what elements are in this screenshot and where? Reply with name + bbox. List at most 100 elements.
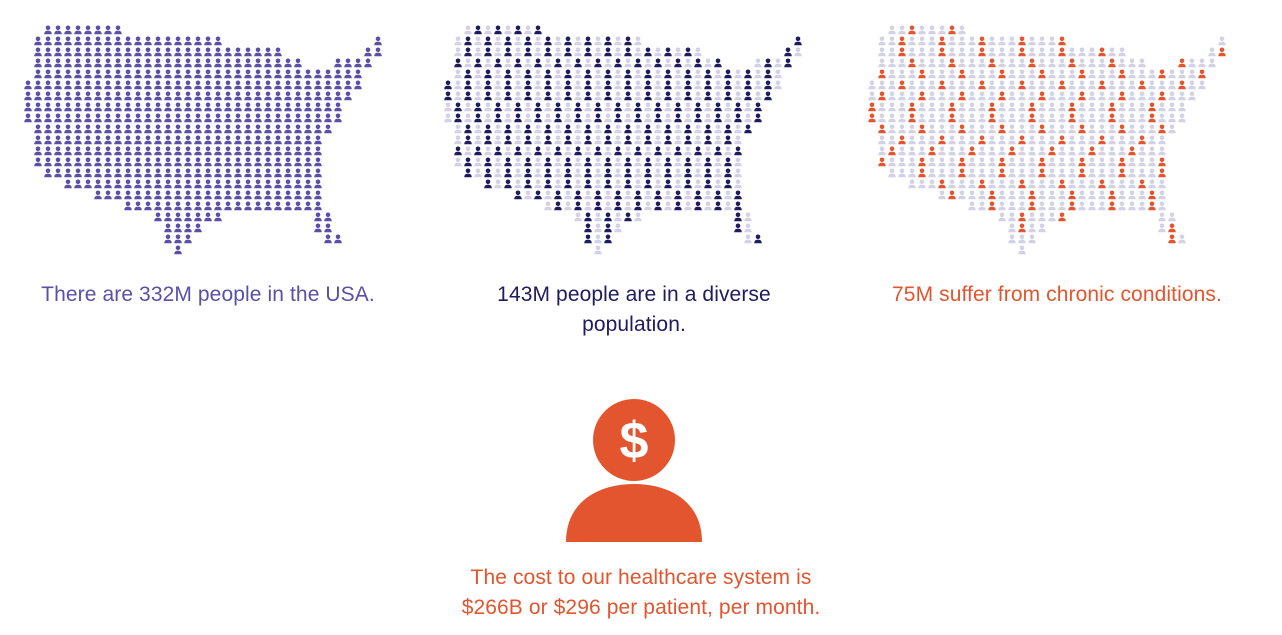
person-icon-highlighted	[94, 179, 102, 189]
person-icon-highlighted	[64, 146, 72, 156]
person-icon-highlighted	[594, 190, 602, 200]
person-icon	[494, 135, 502, 145]
person-icon	[1198, 58, 1206, 68]
person-icon-highlighted	[1058, 212, 1066, 222]
person-icon-highlighted	[604, 135, 612, 145]
person-icon	[464, 25, 472, 35]
person-icon-highlighted	[64, 69, 72, 79]
person-icon-highlighted	[644, 168, 652, 178]
person-icon	[494, 168, 502, 178]
person-icon-highlighted	[574, 58, 582, 68]
person-icon	[514, 91, 522, 101]
person-icon-highlighted	[304, 135, 312, 145]
person-icon-highlighted	[664, 47, 672, 57]
person-icon	[938, 69, 946, 79]
person-icon	[734, 124, 742, 134]
person-icon	[604, 146, 612, 156]
person-icon-highlighted	[674, 113, 682, 123]
person-icon	[1018, 201, 1026, 211]
person-icon-highlighted	[174, 146, 182, 156]
person-icon-highlighted	[224, 135, 232, 145]
person-icon	[744, 234, 752, 244]
person-icon-highlighted	[24, 80, 32, 90]
person-icon-highlighted	[1118, 157, 1126, 167]
person-icon	[1058, 113, 1066, 123]
person-icon-highlighted	[224, 113, 232, 123]
person-icon-highlighted	[878, 157, 886, 167]
person-icon	[1158, 212, 1166, 222]
person-icon-highlighted	[174, 47, 182, 57]
person-icon-highlighted	[284, 157, 292, 167]
person-icon	[574, 212, 582, 222]
person-icon-highlighted	[164, 201, 172, 211]
person-icon	[998, 47, 1006, 57]
person-icon	[918, 113, 926, 123]
person-icon-highlighted	[54, 135, 62, 145]
person-icon-highlighted	[604, 80, 612, 90]
person-icon-highlighted	[644, 91, 652, 101]
person-icon-highlighted	[184, 91, 192, 101]
person-icon	[544, 190, 552, 200]
person-icon	[1098, 201, 1106, 211]
person-icon	[494, 47, 502, 57]
usa-map-total-population	[22, 22, 394, 262]
person-icon	[918, 47, 926, 57]
person-icon-highlighted	[134, 36, 142, 46]
person-icon	[1028, 124, 1036, 134]
person-icon-highlighted	[214, 179, 222, 189]
person-icon-highlighted	[134, 80, 142, 90]
person-icon	[544, 102, 552, 112]
person-icon	[1048, 212, 1056, 222]
person-icon	[958, 135, 966, 145]
person-icon	[1158, 80, 1166, 90]
person-icon-highlighted	[154, 80, 162, 90]
person-icon-highlighted	[134, 135, 142, 145]
person-icon	[1058, 69, 1066, 79]
person-icon-highlighted	[284, 190, 292, 200]
person-icon-highlighted	[204, 157, 212, 167]
person-icon	[898, 69, 906, 79]
person-icon	[958, 36, 966, 46]
person-icon-highlighted	[534, 58, 542, 68]
person-icon	[1008, 190, 1016, 200]
person-icon-highlighted	[868, 102, 876, 112]
person-icon	[684, 190, 692, 200]
person-icon	[1058, 146, 1066, 156]
person-icon	[1038, 135, 1046, 145]
person-icon-highlighted	[524, 80, 532, 90]
person-icon	[1098, 91, 1106, 101]
person-icon-highlighted	[614, 113, 622, 123]
person-icon	[998, 102, 1006, 112]
person-icon-highlighted	[624, 91, 632, 101]
person-icon	[1028, 234, 1036, 244]
person-icon-highlighted	[64, 124, 72, 134]
person-icon	[1128, 69, 1136, 79]
person-icon-highlighted	[324, 212, 332, 222]
person-icon-highlighted	[724, 135, 732, 145]
person-icon	[998, 190, 1006, 200]
person-icon-highlighted	[1158, 69, 1166, 79]
person-icon-highlighted	[134, 179, 142, 189]
person-icon-highlighted	[928, 146, 936, 156]
person-icon	[1158, 179, 1166, 189]
person-icon-highlighted	[294, 168, 302, 178]
person-icon-highlighted	[244, 69, 252, 79]
person-icon	[918, 36, 926, 46]
person-icon-highlighted	[1028, 102, 1036, 112]
person-icon-highlighted	[34, 124, 42, 134]
person-icon-highlighted	[164, 190, 172, 200]
person-icon	[1048, 135, 1056, 145]
person-icon-highlighted	[734, 113, 742, 123]
person-icon-highlighted	[164, 58, 172, 68]
person-icon	[514, 80, 522, 90]
person-icon	[1008, 179, 1016, 189]
person-icon	[564, 113, 572, 123]
person-icon	[968, 47, 976, 57]
person-icon-highlighted	[194, 190, 202, 200]
person-icon-highlighted	[334, 102, 342, 112]
person-icon	[998, 36, 1006, 46]
person-icon-highlighted	[734, 190, 742, 200]
person-icon-highlighted	[204, 190, 212, 200]
person-icon-highlighted	[64, 157, 72, 167]
person-icon	[1038, 179, 1046, 189]
